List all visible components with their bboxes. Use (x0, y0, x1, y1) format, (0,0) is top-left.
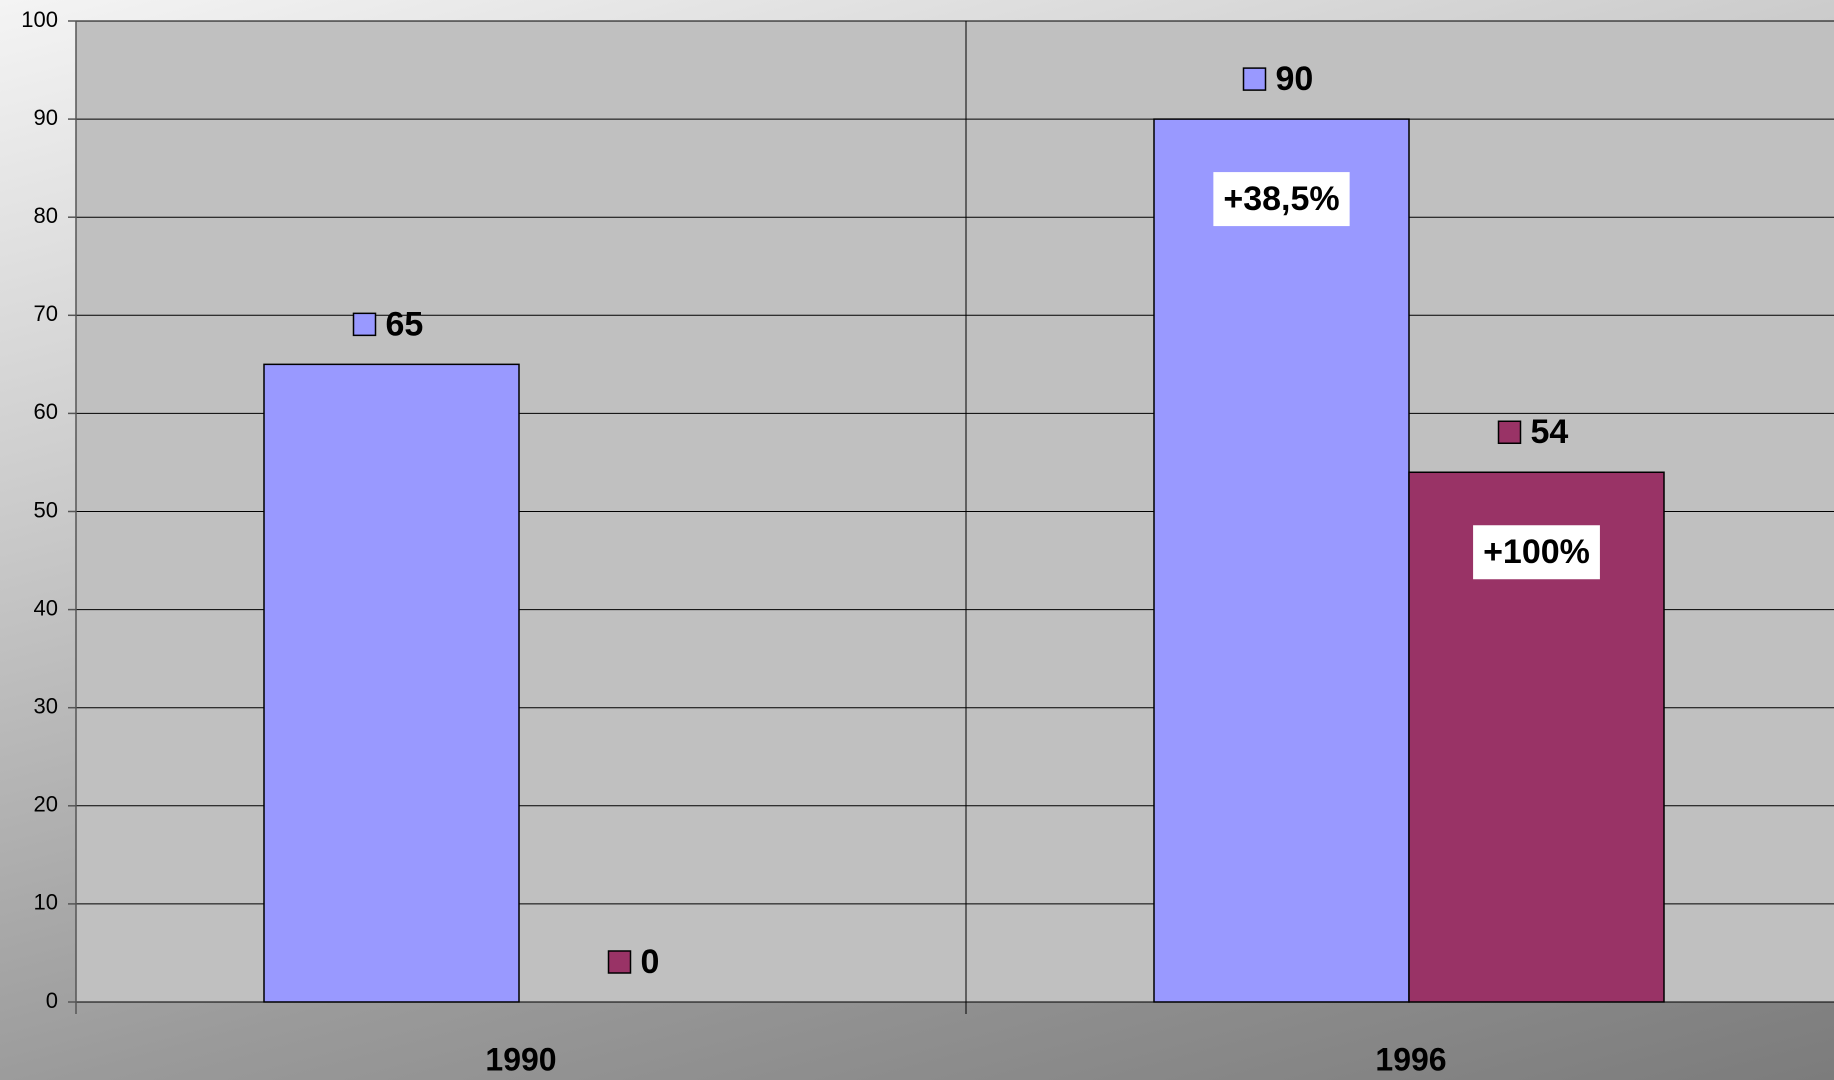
y-tick-label: 10 (34, 890, 58, 915)
y-tick-label: 60 (34, 399, 58, 424)
bar (263, 363, 520, 1003)
x-tick-label: 1996 (1375, 1041, 1446, 1077)
y-tick-label: 20 (34, 792, 58, 817)
annotation-box (1473, 525, 1600, 580)
annotation: +100% (1483, 533, 1590, 571)
x-tick-label: 1990 (485, 1041, 556, 1077)
data-label: 90 (1276, 60, 1314, 98)
data-label-key (607, 950, 632, 974)
y-tick-label: 50 (34, 497, 58, 522)
y-tick-label: 40 (34, 595, 58, 620)
y-tick-label: 0 (46, 988, 58, 1013)
annotation: +38,5% (1223, 180, 1339, 218)
data-label-key (352, 312, 377, 337)
data-label: 0 (641, 943, 660, 981)
y-tick-label: 80 (34, 203, 58, 228)
bar (1153, 118, 1410, 1003)
y-tick-label: 30 (34, 694, 58, 719)
y-tick-label: 90 (34, 105, 58, 130)
data-label: 54 (1531, 413, 1569, 451)
data-label: 65 (386, 305, 424, 343)
y-tick-label: 70 (34, 301, 58, 326)
data-label-key (1242, 67, 1267, 91)
data-label-key (1497, 420, 1522, 445)
annotation-box (1213, 172, 1350, 227)
y-tick-label: 100 (21, 7, 58, 32)
